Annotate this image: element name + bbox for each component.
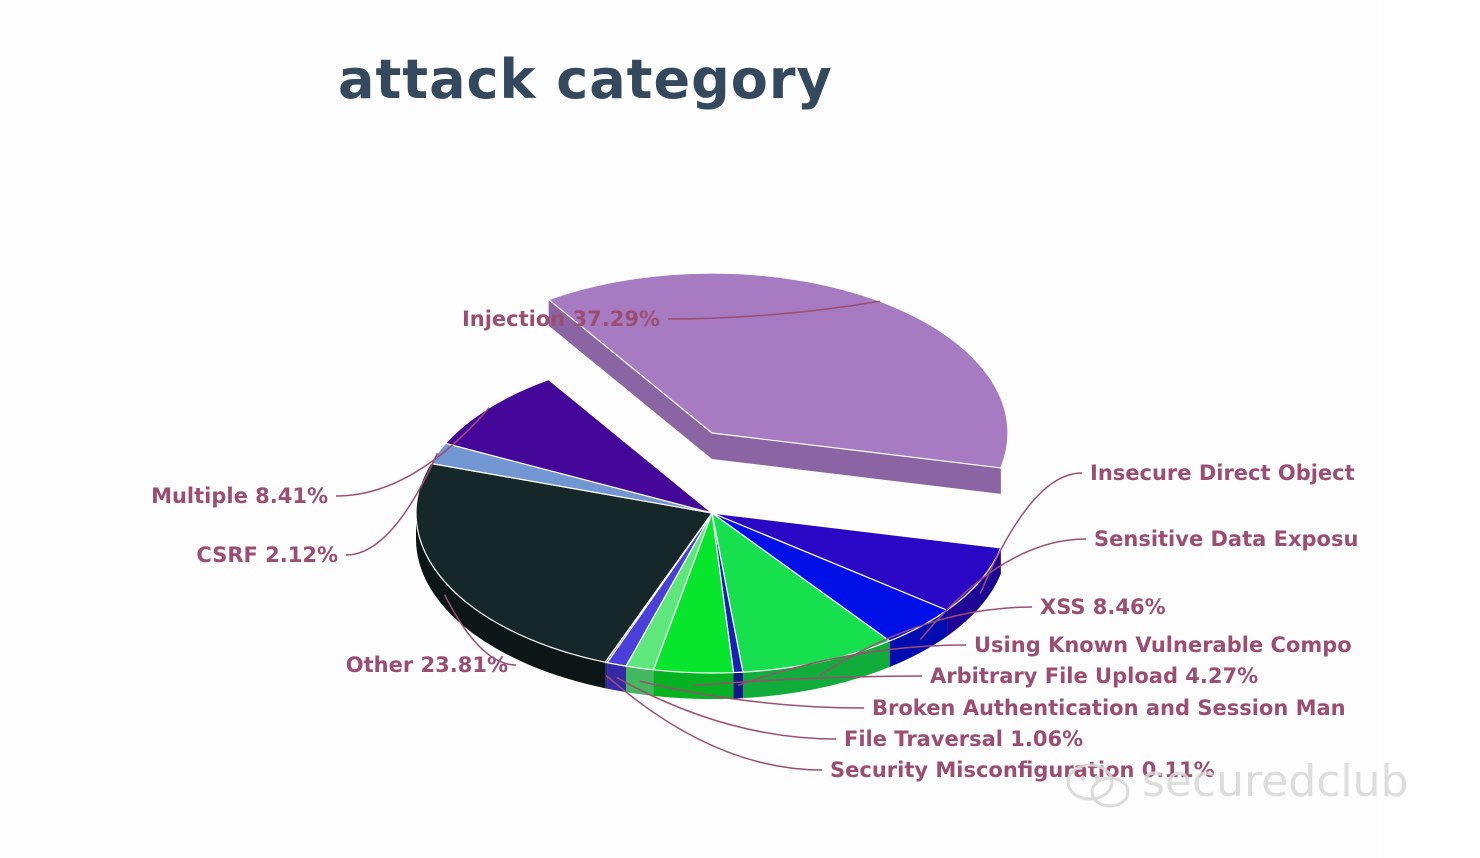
leader-line-injection — [667, 300, 881, 320]
data-label-using-known-vulnerable-compo: Using Known Vulnerable Compo — [974, 633, 1352, 657]
leader-line-broken-authentication-and-session-man — [639, 680, 865, 709]
chart-title: attack category — [338, 48, 833, 111]
leader-line-multiple — [335, 407, 490, 497]
leader-line-xss — [819, 606, 1033, 676]
data-label-insecure-direct-object: Insecure Direct Object — [1090, 461, 1355, 485]
leader-line-sensitive-data-exposu — [919, 538, 1087, 641]
slice-multiple — [444, 378, 713, 514]
pie-labels: Injection 37.29% Insecure Direct Object Se… — [151, 300, 1358, 782]
leader-line-other — [443, 594, 517, 666]
slice-side-end-injection — [712, 433, 1001, 494]
slice-side-other — [415, 513, 606, 689]
slice-other — [415, 462, 713, 663]
leader-line-insecure-direct-object — [979, 472, 1083, 594]
slice-side-start-injection — [548, 299, 712, 459]
pie-exploded-slice — [548, 272, 1009, 494]
data-label-arbitrary-file-upload: Arbitrary File Upload 4.27% — [930, 664, 1258, 688]
slice-side-arbitrary-file-upload — [653, 669, 734, 699]
chart-panel: attack category Injection 37.29% Insecure… — [151, 48, 1359, 782]
leader-line-using-known-vulnerable-compo — [737, 644, 967, 687]
data-label-security-misconfiguration: Security Misconfiguration 0.11% — [830, 758, 1215, 782]
pie-tops — [415, 378, 1002, 674]
watermark: securedclub — [1062, 752, 1462, 812]
wechat-icon — [1066, 763, 1130, 808]
data-label-multiple: Multiple 8.41% — [151, 484, 328, 508]
data-label-sensitive-data-exposu: Sensitive Data Exposu — [1094, 527, 1358, 551]
slice-side-security-misconfiguration — [605, 662, 608, 689]
pie-chart: Injection 37.29% Insecure Direct Object Se… — [151, 272, 1358, 782]
data-label-injection: Injection 37.29% — [462, 307, 660, 331]
leader-line-arbitrary-file-upload — [693, 675, 923, 687]
watermark-text: securedclub — [1142, 756, 1409, 807]
leader-line-file-traversal — [616, 676, 837, 740]
data-label-xss: XSS 8.46% — [1040, 595, 1166, 619]
leader-line-csrf — [345, 452, 439, 556]
data-label-csrf: CSRF 2.12% — [196, 543, 338, 567]
data-label-file-traversal: File Traversal 1.06% — [844, 727, 1083, 751]
data-label-other: Other 23.81% — [346, 653, 508, 677]
leader-line-security-misconfiguration — [605, 674, 823, 771]
data-label-broken-authentication-and-session-man: Broken Authentication and Session Man — [872, 696, 1346, 720]
